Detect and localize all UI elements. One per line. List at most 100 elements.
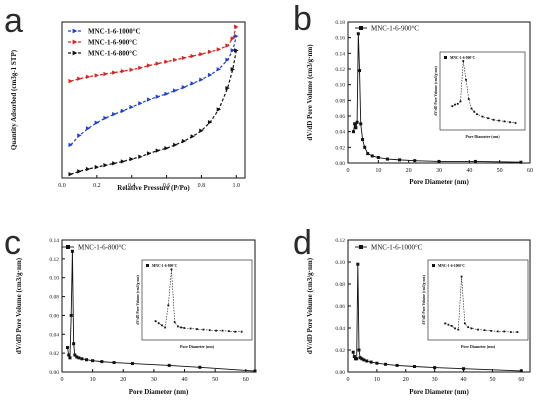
inset-point-d bbox=[509, 331, 512, 333]
data-point-b bbox=[398, 158, 402, 162]
data-point-a-2 bbox=[120, 159, 126, 164]
panel-letter-b: b bbox=[293, 0, 312, 38]
y-tick-label-b: 0.16 bbox=[335, 36, 345, 42]
data-point-d bbox=[462, 367, 466, 371]
chart-b: 0 10 20 30 40 50 60 0.00 0.02 0.04 0.06 0.08 0.10 0.1… bbox=[306, 20, 533, 186]
data-point-a-1 bbox=[120, 68, 126, 74]
inset-point-c bbox=[157, 322, 160, 325]
data-point-a-0 bbox=[68, 142, 73, 148]
y-tick-label-b: 0.06 bbox=[335, 114, 345, 120]
inset-point-c bbox=[196, 328, 198, 330]
inset-point-b bbox=[481, 115, 484, 118]
y-tick-label-b: 0.02 bbox=[335, 145, 345, 151]
data-point-a-2 bbox=[138, 154, 143, 159]
y-tick-label-d: 0.02 bbox=[335, 348, 345, 354]
panel-letter-c: c bbox=[4, 224, 21, 262]
inset-x-title-d: Pore Diameter (nm) bbox=[461, 344, 496, 349]
x-tick-label-c: 10 bbox=[90, 377, 96, 383]
inset-point-c bbox=[173, 321, 176, 324]
data-point-a-1 bbox=[173, 57, 178, 63]
inset-point-b bbox=[487, 117, 489, 120]
inset-point-b bbox=[509, 121, 511, 124]
y-tick-label-b: 0.10 bbox=[335, 83, 345, 89]
x-tick-label-a: 0.2 bbox=[93, 183, 101, 189]
data-point-a-0 bbox=[216, 67, 222, 72]
inset-legend-label-c: MNC-1-6-800°C bbox=[152, 264, 178, 268]
data-point-b bbox=[351, 130, 355, 134]
x-tick-label-d: 30 bbox=[432, 377, 438, 383]
data-point-a-2 bbox=[155, 148, 161, 153]
data-point-a-2 bbox=[164, 146, 169, 151]
data-point-a-1 bbox=[146, 63, 152, 68]
inset-point-d bbox=[496, 330, 499, 333]
inset-frame-b bbox=[439, 51, 526, 131]
data-point-d bbox=[356, 262, 360, 266]
legend-marker-c bbox=[66, 245, 70, 249]
data-point-d bbox=[412, 365, 416, 368]
data-point-a-1 bbox=[207, 49, 213, 54]
y-tick-label-d: 0.12 bbox=[335, 238, 345, 244]
inset-point-d bbox=[477, 328, 479, 331]
inset-d: MNC-1-6-1000°C Pore Diameter (nm) dV/dD Po… bbox=[422, 259, 529, 349]
legend-marker-b bbox=[359, 26, 363, 30]
x-axis-title-b: Pore Diameter (nm) bbox=[409, 178, 469, 186]
x-tick-label-c: 0 bbox=[61, 377, 64, 383]
inset-point-d bbox=[450, 325, 453, 327]
y-axis-title-d: dV/dD Pore Volume (cm3/g·nm) bbox=[306, 257, 314, 354]
data-point-a-2 bbox=[225, 85, 230, 91]
data-point-d bbox=[360, 357, 364, 361]
data-point-b bbox=[358, 69, 362, 73]
inset-legend-label-b: MNC-1-6-900°C bbox=[450, 56, 476, 60]
chart-d: 0 10 20 30 40 50 60 0.00 0.02 0.04 0.06 0.08 0.10 0.1… bbox=[306, 238, 531, 396]
y-tick-label-c: 0.14 bbox=[49, 238, 59, 244]
data-point-a-0 bbox=[164, 91, 169, 97]
inset-point-c bbox=[164, 326, 167, 329]
y-axis-title-c: dV/dD Pore Volume (cm3/g·nm) bbox=[15, 257, 23, 354]
series-line-c bbox=[67, 251, 256, 372]
data-point-d bbox=[362, 358, 366, 362]
legend-label-a-0: MNC-1-6-1000°C bbox=[88, 28, 141, 36]
x-tick-label-d: 50 bbox=[489, 377, 495, 383]
inset-point-c bbox=[202, 328, 205, 331]
inset-x-title-b: Pore Diameter (nm) bbox=[465, 134, 500, 139]
data-point-a-1 bbox=[85, 74, 91, 80]
x-tick-label-a: 0.4 bbox=[128, 183, 136, 189]
data-point-a-2 bbox=[207, 120, 213, 125]
data-point-d bbox=[355, 357, 359, 361]
data-point-a-0 bbox=[207, 72, 213, 78]
inset-y-title-c: dV/dD Pore Volume (cm3/g·nm) bbox=[136, 275, 140, 325]
data-point-b bbox=[519, 160, 523, 164]
data-point-b bbox=[353, 122, 357, 126]
x-tick-label-d: 40 bbox=[461, 377, 467, 383]
legend-label-c: MNC-1-6-800°C bbox=[78, 244, 126, 252]
x-axis-title-c: Pore Diameter (nm) bbox=[129, 388, 189, 396]
x-tick-label-b: 60 bbox=[527, 168, 533, 174]
x-tick-label-d: 0 bbox=[347, 377, 350, 383]
inset-point-c bbox=[221, 329, 224, 332]
panel-letter-d: d bbox=[293, 224, 312, 262]
y-axis-title-b: dV/dD Pore Volume (cm3/g·nm) bbox=[306, 44, 314, 141]
data-point-a-0 bbox=[234, 33, 239, 39]
data-point-a-2 bbox=[112, 161, 117, 166]
data-point-a-2 bbox=[85, 166, 91, 172]
data-point-a-1 bbox=[68, 78, 73, 84]
legend-label-b: MNC-1-6-900°C bbox=[371, 25, 419, 33]
inset-point-d bbox=[490, 329, 493, 332]
data-point-a-2 bbox=[216, 107, 222, 112]
data-point-b bbox=[359, 122, 363, 126]
data-point-a-2 bbox=[94, 164, 100, 170]
data-point-a-1 bbox=[234, 24, 239, 29]
inset-point-c bbox=[215, 329, 218, 332]
y-tick-label-d: 0.04 bbox=[335, 326, 345, 332]
inset-point-b bbox=[454, 103, 456, 106]
data-point-a-2 bbox=[181, 138, 187, 144]
inset-line-d bbox=[445, 276, 518, 333]
inset-point-b bbox=[498, 119, 500, 122]
data-point-c bbox=[80, 357, 84, 361]
data-point-c bbox=[130, 362, 134, 366]
legend-marker-a-1 bbox=[72, 39, 78, 45]
x-tick-label-c: 20 bbox=[120, 377, 126, 383]
y-tick-label-b: 0.00 bbox=[335, 161, 345, 167]
x-axis-title-d: Pore Diameter (nm) bbox=[409, 388, 469, 396]
